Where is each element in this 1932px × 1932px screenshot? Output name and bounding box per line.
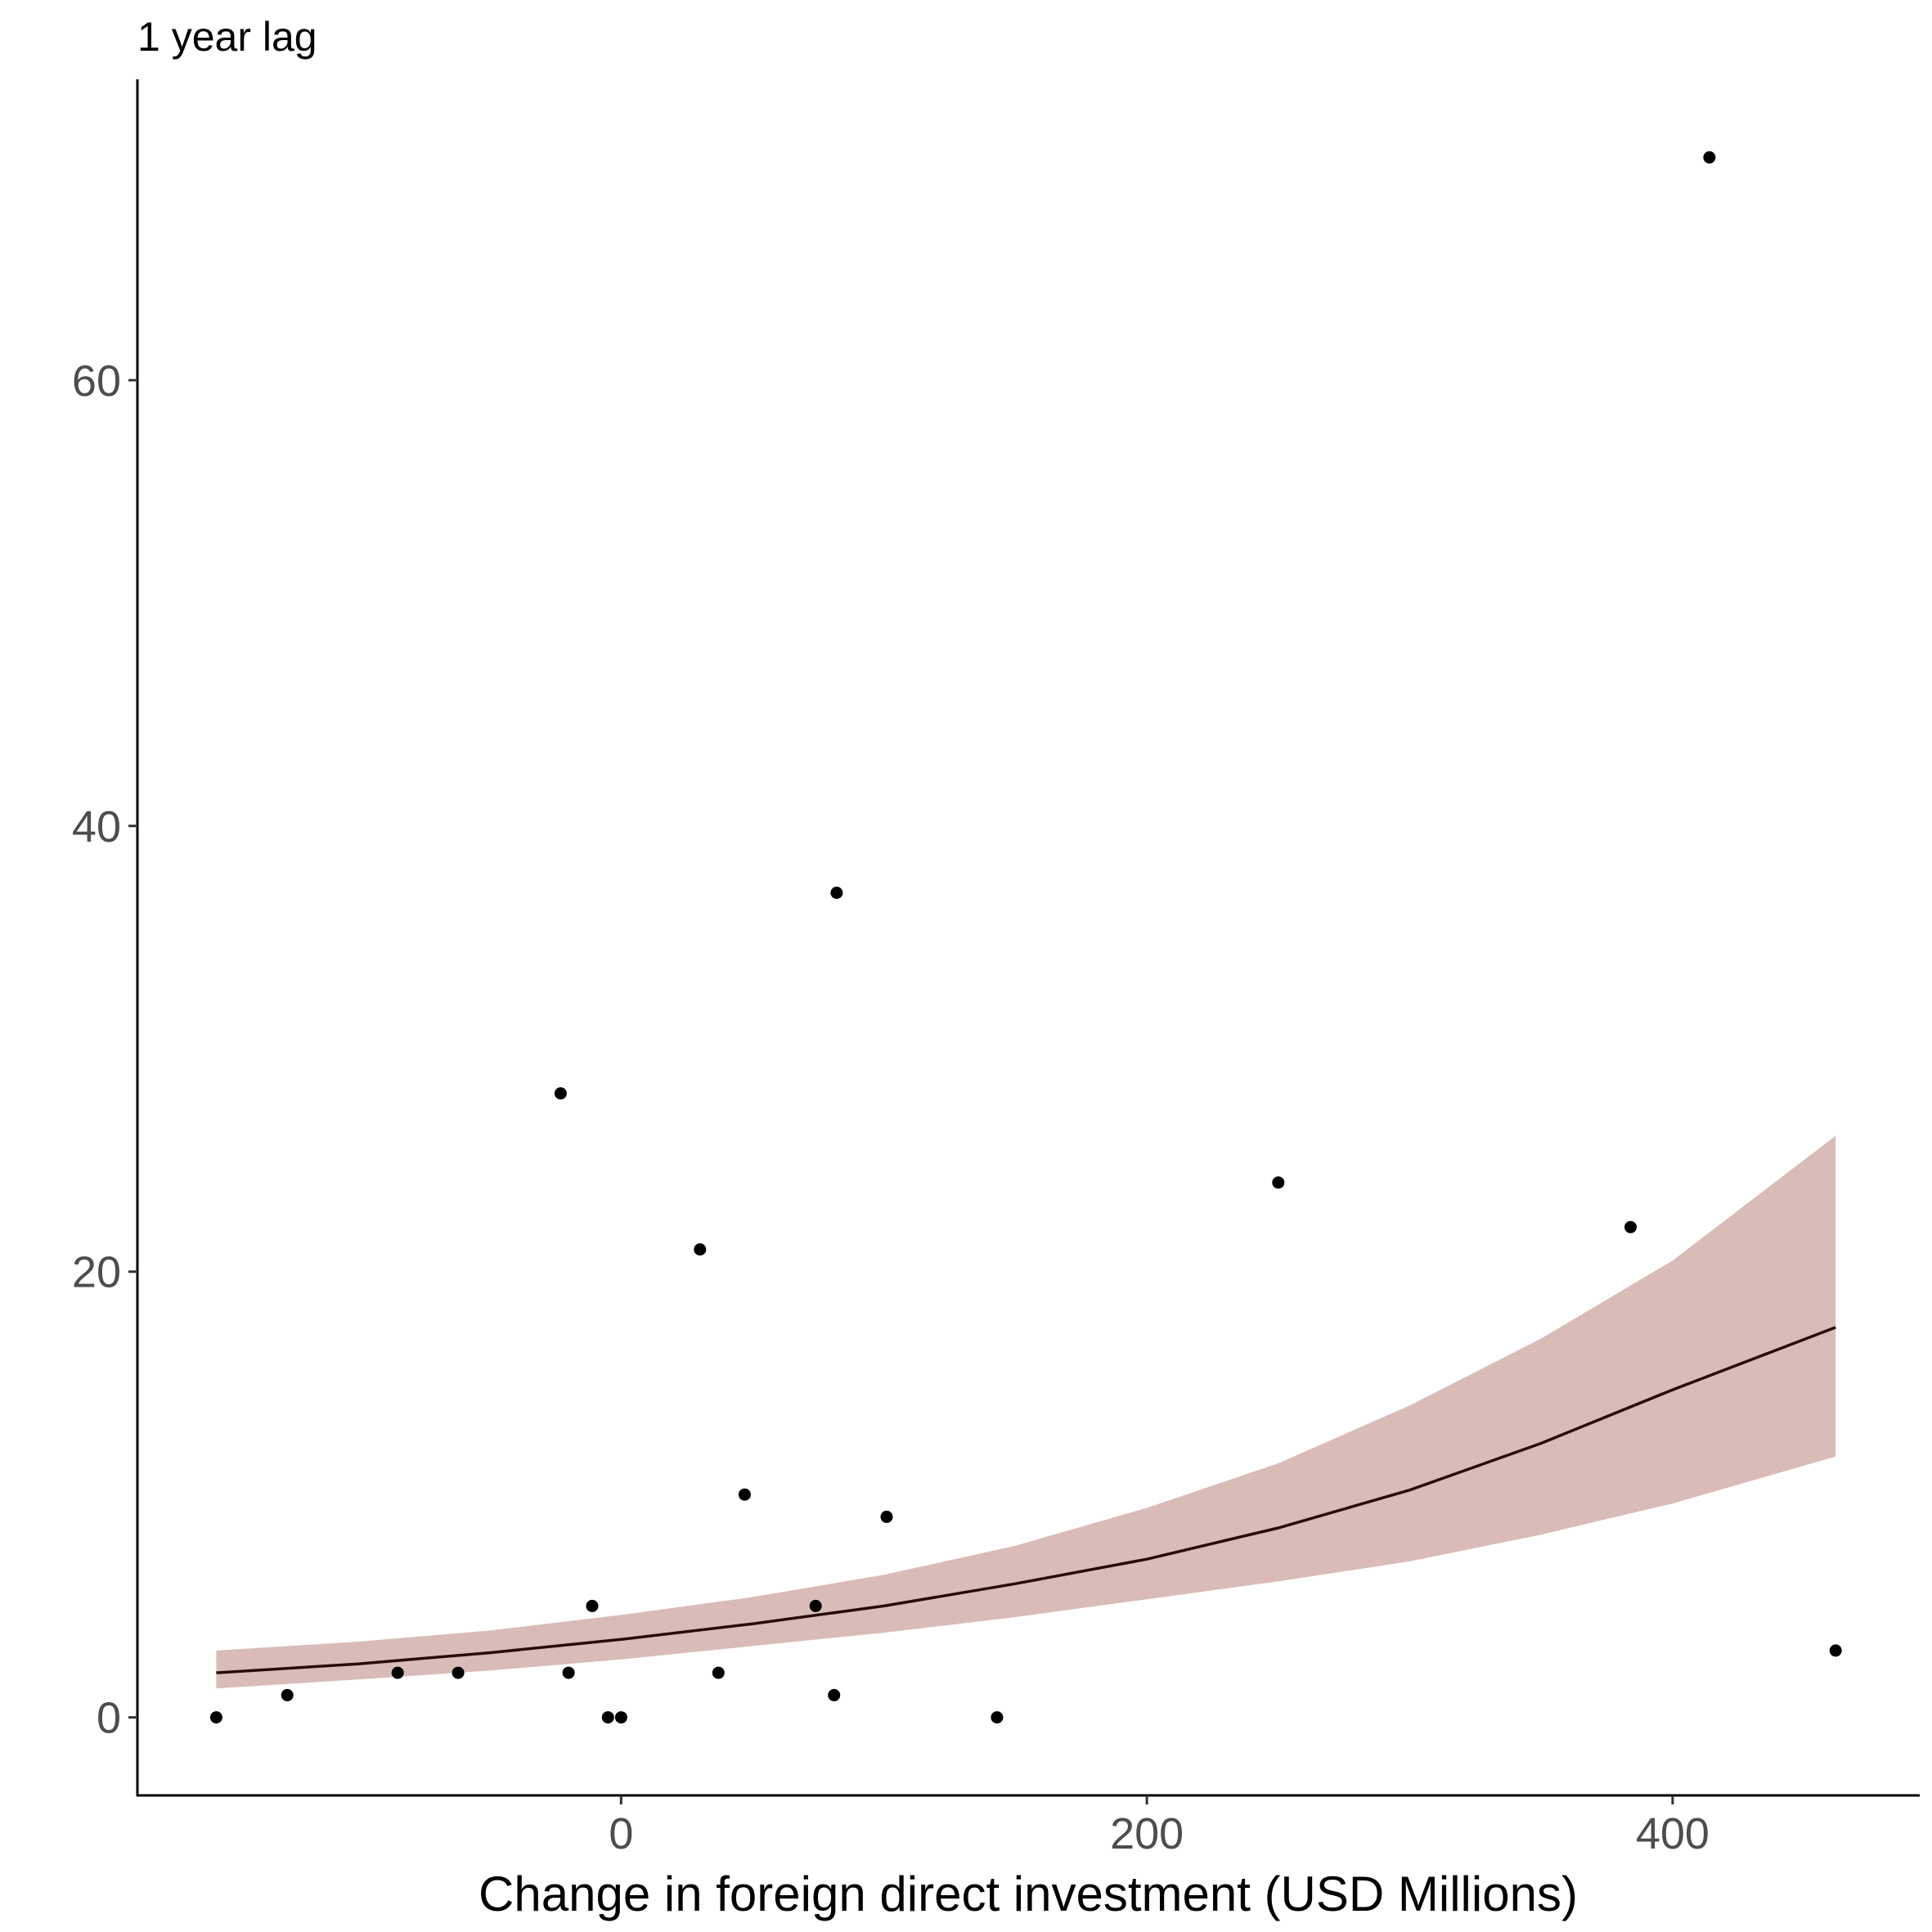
confidence-ribbon-layer [216,1135,1836,1689]
data-point-6 [586,1599,599,1612]
data-point-16 [991,1711,1004,1724]
data-point-15 [880,1510,893,1523]
data-point-13 [828,1688,841,1701]
fit-line [216,1326,1836,1674]
y-tick-label: 40 [72,802,121,851]
data-point-0 [209,1711,222,1724]
data-point-1 [281,1688,294,1701]
x-axis-ticks: 0 200 400 [609,1795,1710,1858]
data-point-14 [830,887,843,899]
data-point-8 [614,1711,627,1724]
plot-title: 1 year lag [137,14,317,60]
x-tick-label: 400 [1636,1809,1710,1858]
data-point-3 [452,1666,465,1679]
data-point-7 [601,1711,614,1724]
data-point-19 [1703,151,1716,164]
fit-line-layer [216,1326,1836,1674]
y-tick-label: 20 [72,1248,121,1297]
points-layer [209,151,1842,1724]
data-point-12 [809,1599,822,1612]
x-tick-label: 0 [609,1809,633,1858]
data-point-9 [694,1243,707,1256]
y-axis-ticks: 0 20 40 60 [72,357,137,1743]
x-tick-label: 200 [1110,1809,1184,1858]
data-point-4 [554,1087,567,1100]
y-tick-label: 60 [72,357,121,406]
data-point-17 [1272,1176,1285,1189]
y-tick-label: 0 [97,1694,121,1743]
data-point-2 [391,1666,404,1679]
confidence-ribbon [216,1135,1836,1689]
data-point-18 [1624,1220,1637,1233]
data-point-11 [738,1488,751,1501]
data-point-5 [562,1666,575,1679]
data-point-10 [712,1666,725,1679]
data-point-20 [1829,1644,1842,1657]
x-axis-title: Change in foreign direct investment (USD… [479,1867,1578,1921]
